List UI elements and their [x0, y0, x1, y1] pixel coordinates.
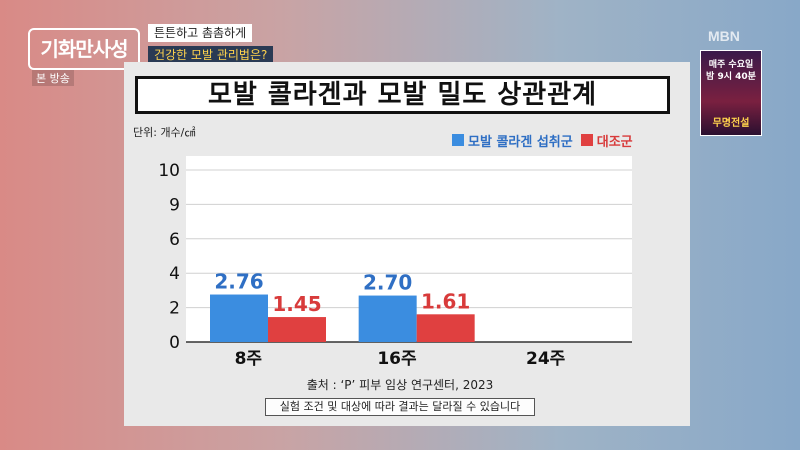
broadcast-tag: 본 방송	[32, 70, 74, 86]
legend-label-series-0: 모발 콜라겐 섭취군	[468, 134, 573, 150]
bar-control	[416, 314, 475, 342]
bar-collagen	[210, 294, 268, 342]
y-tick-label: 0	[169, 333, 180, 353]
x-tick-label: 8주	[235, 349, 263, 369]
y-tick-label: 9	[169, 195, 180, 215]
y-tick-label: 10	[158, 161, 180, 181]
topic-caption-line1: 튼튼하고 촘촘하게	[148, 24, 253, 42]
promo-banner: 매주 수요일 밤 9시 40분 무명전설	[700, 50, 762, 136]
bar-value-label: 1.45	[272, 292, 321, 316]
bar-collagen	[358, 295, 417, 342]
x-tick-label: 24주	[526, 349, 566, 369]
chart-legend: 모발 콜라겐 섭취군 대조군	[452, 130, 641, 150]
show-logo: 기화만사성	[28, 28, 140, 70]
bar-control	[268, 317, 326, 342]
chart-title: 모발 콜라겐과 모발 밀도 상관관계	[135, 76, 670, 114]
bar-value-label: 1.61	[421, 289, 470, 313]
promo-title: 무명전설	[712, 118, 750, 129]
y-tick-label: 6	[169, 230, 180, 250]
y-tick-label: 4	[169, 264, 180, 284]
source-citation: 출처 : ‘P’ 피부 임상 연구센터, 2023	[306, 378, 494, 392]
x-tick-label: 16주	[377, 349, 417, 369]
legend-label-series-1: 대조군	[596, 134, 633, 150]
chart-unit-label: 단위: 개수/㎠	[133, 126, 196, 139]
topic-caption-line2: 건강한 모발 관리법은?	[148, 46, 274, 64]
disclaimer-caption: 실험 조건 및 대상에 따라 결과는 달라질 수 있습니다	[265, 398, 535, 416]
bar-value-label: 2.70	[363, 271, 412, 295]
bar-value-label: 2.76	[214, 270, 263, 294]
legend-swatch-series-0	[452, 134, 464, 146]
y-tick-label: 2	[169, 299, 180, 319]
legend-swatch-series-1	[580, 134, 593, 146]
promo-schedule: 매주 수요일 밤 9시 40분	[706, 60, 756, 82]
channel-logo: MBN	[708, 28, 740, 44]
